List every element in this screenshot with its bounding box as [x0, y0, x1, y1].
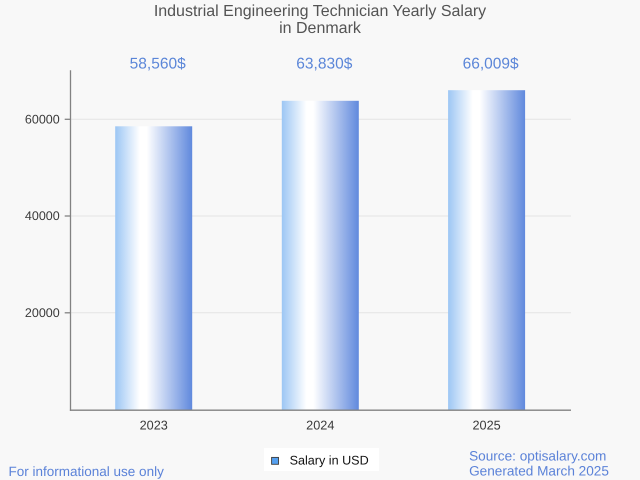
- svg-text:For informational use only: For informational use only: [9, 464, 165, 479]
- svg-text:Generated March 2025: Generated March 2025: [469, 464, 609, 479]
- svg-text:Industrial Engineering Technic: Industrial Engineering Technician Yearly…: [154, 3, 486, 20]
- svg-text:2024: 2024: [306, 418, 334, 432]
- svg-text:Source: optisalary.com: Source: optisalary.com: [469, 449, 606, 464]
- svg-text:40000: 40000: [25, 209, 60, 223]
- svg-text:in Denmark: in Denmark: [279, 20, 362, 37]
- svg-text:58,560$: 58,560$: [130, 56, 186, 73]
- svg-text:66,009$: 66,009$: [463, 56, 519, 73]
- svg-text:2025: 2025: [472, 418, 500, 432]
- svg-text:60000: 60000: [25, 113, 60, 127]
- svg-text:20000: 20000: [25, 306, 60, 320]
- svg-text:2023: 2023: [140, 418, 168, 432]
- svg-text:Salary in USD: Salary in USD: [290, 453, 369, 467]
- svg-text:63,830$: 63,830$: [296, 56, 352, 73]
